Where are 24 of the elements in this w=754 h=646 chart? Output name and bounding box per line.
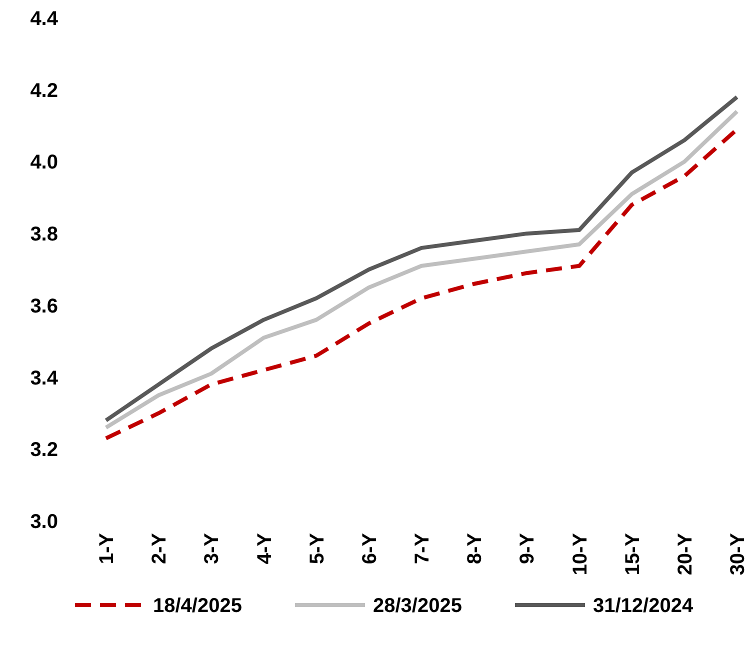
- x-tick-label: 3-Y: [201, 532, 224, 564]
- y-tick-label: 4.4: [30, 8, 59, 30]
- x-tick-label: 7-Y: [412, 532, 434, 564]
- x-tick-label: 2-Y: [148, 532, 171, 564]
- y-tick-label: 3.2: [30, 439, 58, 462]
- legend-label: 31/12/2024: [593, 595, 694, 617]
- x-tick-label: 10-Y: [569, 532, 592, 576]
- x-tick-label: 15-Y: [622, 532, 644, 576]
- x-tick-label: 8-Y: [464, 532, 486, 564]
- x-tick-label: 9-Y: [516, 532, 539, 564]
- x-tick-label: 30-Y: [727, 532, 749, 576]
- y-tick-label: 4.0: [30, 152, 58, 174]
- x-tick-label: 1-Y: [96, 532, 118, 564]
- x-tick-label: 20-Y: [674, 532, 696, 576]
- y-tick-label: 3.4: [30, 367, 59, 390]
- legend-label: 28/3/2025: [373, 595, 462, 617]
- x-tick-label: 4-Y: [254, 532, 276, 564]
- x-tick-label: 5-Y: [306, 532, 328, 564]
- y-tick-label: 3.8: [30, 224, 58, 246]
- y-tick-label: 3.0: [30, 511, 58, 533]
- x-tick-label: 6-Y: [358, 532, 381, 564]
- legend-label: 18/4/2025: [153, 595, 242, 617]
- y-tick-label: 4.2: [30, 80, 58, 102]
- y-tick-label: 3.6: [30, 295, 58, 318]
